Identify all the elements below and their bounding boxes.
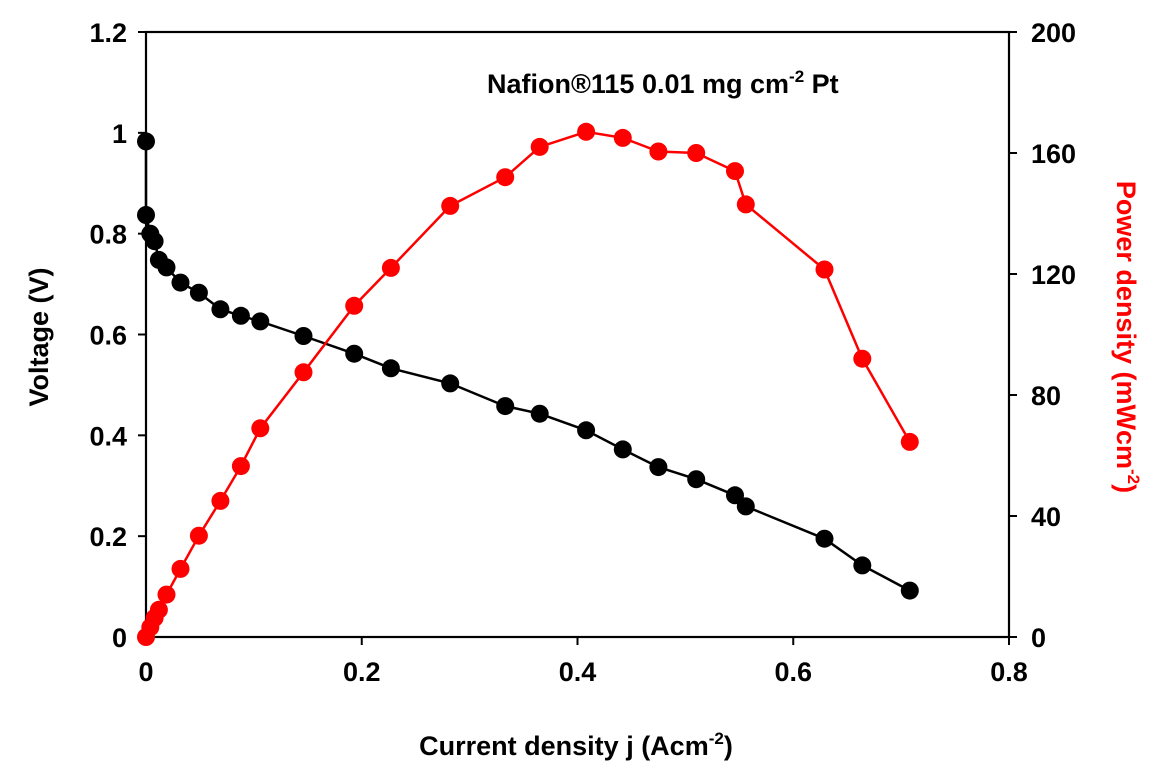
plot-frame xyxy=(144,30,1011,639)
voltage-series-line xyxy=(144,141,911,592)
y-left-tick-label: 0.4 xyxy=(89,421,127,451)
voltage-data-point xyxy=(171,273,190,292)
power-density-data-point xyxy=(381,258,400,277)
x-axis-ticks: 0 0.2 0.4 0.6 0.8 xyxy=(138,637,1028,687)
voltage-data-point xyxy=(496,397,515,416)
plot-area-border xyxy=(144,30,1011,639)
voltage-data-point xyxy=(649,458,668,477)
voltage-data-point xyxy=(294,327,313,345)
voltage-data-point xyxy=(381,359,400,378)
x-tick-label: 0 xyxy=(138,657,153,687)
x-axis-label-main: Current density j (Acm xyxy=(419,731,709,761)
y-axis-right-label-end: ) xyxy=(1111,484,1141,493)
x-axis-label-superscript: -2 xyxy=(709,729,724,748)
y-axis-right-ticks: 0 40 80 120 160 200 xyxy=(1009,18,1076,653)
y-right-tick-label: 120 xyxy=(1031,260,1076,290)
x-tick-label: 0.2 xyxy=(343,657,381,687)
x-tick-label: 0.6 xyxy=(774,657,812,687)
voltage-data-point xyxy=(189,283,208,302)
voltage-data-point xyxy=(815,529,834,548)
y-axis-right-label-main: Power density (mWcm xyxy=(1111,181,1141,469)
power-density-data-point xyxy=(171,559,190,578)
y-left-tick-label: 0.6 xyxy=(89,321,127,351)
voltage-data-point xyxy=(726,486,744,505)
y-axis-right-label-superscript: -2 xyxy=(1124,469,1143,484)
voltage-data-point xyxy=(345,344,364,363)
power-density-data-point xyxy=(345,296,364,315)
voltage-data-point xyxy=(211,300,230,319)
voltage-data-point xyxy=(853,556,872,575)
power-density-data-point xyxy=(189,526,208,545)
y-right-tick-label: 200 xyxy=(1031,18,1076,48)
power-density-data-point xyxy=(441,196,460,215)
x-axis-label-end: ) xyxy=(724,731,733,761)
y-axis-right-label: Power density (mWcm-2) xyxy=(1111,181,1143,493)
power-density-data-point xyxy=(530,137,549,156)
y-right-tick-label: 80 xyxy=(1031,381,1061,411)
x-tick-label: 0.4 xyxy=(559,657,597,687)
chart-annotation: Nafion®115 0.01 mg cm-2 Pt xyxy=(487,67,839,99)
voltage-data-point xyxy=(577,421,596,440)
power-density-data-point xyxy=(687,144,706,162)
voltage-data-point xyxy=(157,258,176,277)
y-axis-left-label: Voltage (V) xyxy=(24,267,54,406)
voltage-data-point xyxy=(613,440,632,459)
power-density-data-point xyxy=(577,122,596,141)
power-density-data-point xyxy=(815,260,834,279)
voltage-data-point xyxy=(687,470,706,489)
y-right-tick-label: 160 xyxy=(1031,139,1076,169)
chart-annotation-superscript: -2 xyxy=(789,67,804,86)
y-left-tick-label: 0.2 xyxy=(89,522,127,552)
voltage-data-point xyxy=(900,581,919,600)
power-density-data-point xyxy=(853,349,872,368)
voltage-data-point xyxy=(145,232,164,251)
voltage-data-point xyxy=(530,404,549,423)
power-density-data-point xyxy=(649,142,668,161)
y-left-tick-label: 0 xyxy=(112,623,127,653)
chart-annotation-main: Nafion®115 0.01 mg cm xyxy=(487,69,789,99)
power-density-data-point xyxy=(496,168,515,187)
series-layer xyxy=(137,122,919,646)
voltage-data-point xyxy=(137,206,155,224)
power-density-data-point xyxy=(613,128,632,147)
voltage-data-point xyxy=(736,497,755,516)
power-density-data-point xyxy=(726,162,744,181)
y-left-tick-label: 0.8 xyxy=(89,220,127,250)
voltage-data-point xyxy=(441,374,460,393)
y-left-tick-label: 1.2 xyxy=(89,18,127,48)
power-density-data-point xyxy=(294,363,313,382)
y-right-tick-label: 40 xyxy=(1031,502,1061,532)
power-density-data-point xyxy=(211,491,230,510)
chart-annotation-end: Pt xyxy=(804,69,839,99)
voltage-data-point xyxy=(137,132,155,151)
voltage-data-point xyxy=(251,312,270,331)
x-tick-label: 0.8 xyxy=(990,657,1028,687)
x-axis-label: Current density j (Acm-2) xyxy=(419,729,733,761)
y-right-tick-label: 0 xyxy=(1031,623,1046,653)
power-density-data-point xyxy=(736,195,755,214)
voltage-data-point xyxy=(231,306,250,325)
power-density-data-point xyxy=(231,457,250,476)
power-density-data-point xyxy=(900,432,919,451)
y-left-tick-label: 1 xyxy=(112,119,127,149)
power-density-data-point xyxy=(157,585,176,604)
power-density-data-point xyxy=(251,419,270,438)
power-density-series-line xyxy=(144,130,911,638)
y-axis-left-ticks: 0 0.2 0.4 0.6 0.8 1 1.2 xyxy=(89,18,146,653)
power-density-data-point xyxy=(149,600,168,619)
